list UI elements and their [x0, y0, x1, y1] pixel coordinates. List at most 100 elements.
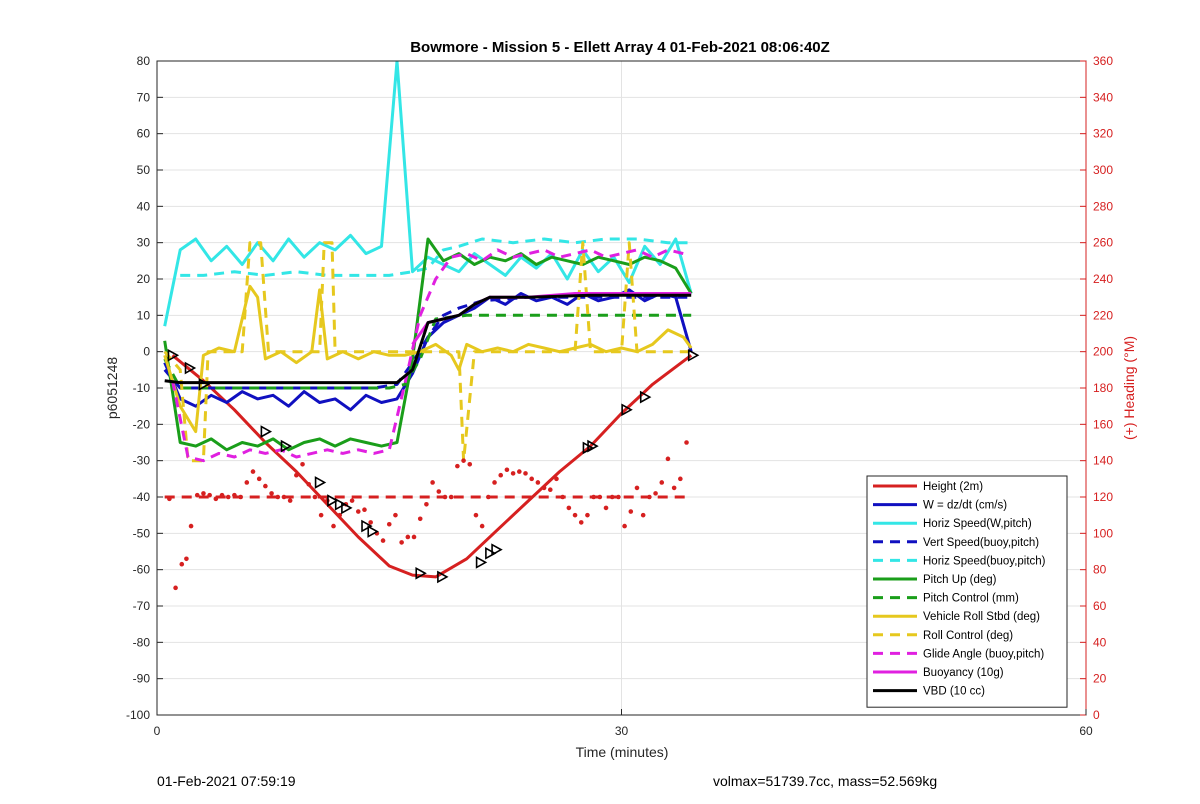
y2-tick-label: 180 — [1093, 381, 1113, 395]
heading-dot — [207, 492, 212, 498]
series-vbd-10-cc — [164, 293, 692, 385]
heading-dot — [653, 491, 658, 496]
markers-layer — [167, 348, 700, 584]
heading-dot — [179, 561, 185, 567]
y-axis-label: p6051248 — [104, 357, 120, 420]
y2-tick-label: 0 — [1093, 708, 1100, 722]
heading-dot — [554, 476, 559, 482]
heading-dot — [684, 440, 689, 445]
legend-label: Horiz Speed(W,pitch) — [923, 518, 1032, 530]
y2-tick-label: 320 — [1093, 127, 1113, 141]
triangle-marker — [367, 525, 379, 538]
triangle-marker — [184, 361, 197, 375]
heading-dot — [578, 520, 584, 525]
heading-dot — [541, 485, 547, 491]
legend-label: W = dz/dt (cm/s) — [923, 500, 1007, 512]
y-tick-label: 10 — [137, 308, 151, 322]
series-horiz-speed-buoy-pitch — [180, 237, 692, 277]
heading-dot — [256, 476, 262, 482]
triangle-marker — [280, 439, 293, 453]
ticks: 80706050403020100-10-20-30-40-50-60-70-8… — [126, 54, 1113, 738]
y2-tick-label: 120 — [1093, 490, 1113, 504]
heading-dot — [355, 509, 361, 514]
triangle-marker — [167, 348, 180, 362]
heading-dot — [201, 491, 206, 496]
y-tick-label: 70 — [137, 90, 151, 104]
y-tick-label: -30 — [133, 454, 151, 468]
y2-tick-label: 240 — [1093, 272, 1113, 286]
heading-dot — [294, 472, 299, 478]
y2-tick-label: 200 — [1093, 345, 1113, 359]
heading-dot — [647, 494, 652, 500]
heading-dot — [529, 476, 534, 482]
heading-dot — [424, 501, 429, 507]
heading-dot — [442, 494, 448, 500]
heading-dot — [337, 512, 343, 518]
heading-dot — [167, 496, 172, 502]
y-tick-label: -50 — [133, 526, 151, 540]
heading-dot — [213, 496, 219, 502]
y-tick-label: -10 — [133, 381, 151, 395]
heading-dot — [492, 480, 497, 485]
heading-dot — [219, 492, 225, 498]
legend-label: Vehicle Roll Stbd (deg) — [923, 611, 1040, 623]
heading-dot — [461, 458, 466, 463]
heading-dot — [535, 480, 541, 485]
y2-tick-label: 360 — [1093, 54, 1113, 68]
heading-dot — [634, 485, 640, 491]
x-tick-label: 60 — [1079, 724, 1093, 738]
triangle-marker — [198, 378, 211, 391]
y2-tick-label: 100 — [1093, 526, 1113, 540]
heading-dot — [473, 512, 479, 518]
heading-dot — [628, 509, 634, 514]
heading-dot — [560, 494, 565, 500]
heading-dot — [368, 520, 373, 525]
legend-label: Glide Angle (buoy,pitch) — [923, 648, 1044, 660]
heading-dot — [238, 494, 243, 500]
heading-dot — [585, 512, 590, 518]
y-tick-label: -90 — [133, 672, 151, 686]
heading-dot — [312, 494, 318, 500]
legend-label: Height (2m) — [923, 481, 983, 493]
y-tick-label: 40 — [137, 199, 151, 213]
legend-label: Horiz Speed(buoy,pitch) — [923, 555, 1046, 567]
triangle-marker — [260, 425, 273, 438]
heading-dot — [380, 538, 386, 543]
heading-dot — [640, 512, 646, 518]
y2-axis-label: (+) Heading (°M) — [1121, 336, 1137, 440]
heading-dot — [448, 494, 454, 500]
heading-dot — [244, 480, 250, 485]
series-vehicle-roll-stbd-deg — [163, 284, 693, 434]
triangle-marker — [485, 546, 497, 560]
y2-tick-label: 260 — [1093, 236, 1113, 250]
legend-label: Pitch Up (deg) — [923, 574, 997, 586]
heading-dot — [572, 512, 578, 518]
heading-dot — [225, 494, 231, 500]
heading-dot — [250, 469, 256, 474]
y-tick-label: 50 — [137, 163, 151, 177]
y2-tick-label: 300 — [1093, 163, 1113, 177]
heading-dot — [232, 492, 237, 498]
triangle-marker — [361, 519, 373, 533]
legend-label: Buoyancy (10g) — [923, 667, 1004, 679]
series-roll-control-deg — [163, 241, 692, 463]
y-tick-label: -60 — [133, 563, 151, 577]
heading-dot — [566, 505, 572, 511]
heading-dot — [386, 521, 392, 527]
heading-dot — [523, 471, 528, 476]
heading-dot — [504, 467, 510, 473]
y-tick-label: 80 — [137, 54, 151, 68]
triangle-marker — [491, 543, 503, 557]
heading-dots-series — [167, 440, 689, 591]
triangle-marker — [587, 439, 599, 453]
heading-dot — [287, 498, 293, 503]
y2-tick-label: 140 — [1093, 454, 1113, 468]
heading-dot — [184, 556, 189, 562]
triangle-marker — [639, 390, 652, 404]
heading-dot — [349, 498, 355, 503]
y2-tick-label: 220 — [1093, 308, 1113, 322]
heading-dot — [678, 476, 683, 482]
heading-dot — [188, 523, 194, 529]
legend-label: Roll Control (deg) — [923, 630, 1013, 642]
